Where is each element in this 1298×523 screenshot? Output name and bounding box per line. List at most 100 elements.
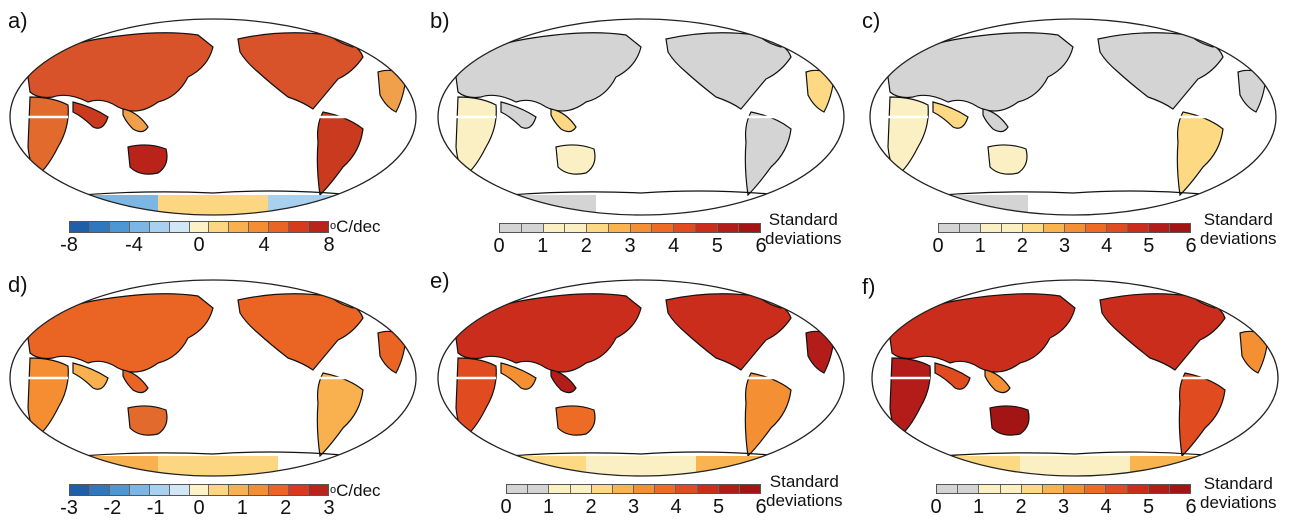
colorbar-segment (1086, 224, 1107, 232)
colorbar-ticks: 0 1 2 3 4 5 6 (500, 496, 766, 522)
colorbar-title: Standard deviations (1200, 474, 1277, 512)
panel-label: c) (862, 8, 881, 33)
colorbar-segment (695, 224, 718, 232)
colorbar-segment (608, 224, 631, 232)
landmass-australia (127, 405, 168, 436)
colorbar-segment (507, 485, 529, 493)
landmass-arabia-india (934, 362, 971, 390)
colorbar-tick-label: 0 (193, 234, 205, 256)
panel-b: b) 0 1 2 3 4 5 6 Standard deviations (430, 0, 860, 260)
colorbar-tick-label: 4 (1100, 496, 1112, 518)
panel-c: c) 0 1 2 3 4 5 6 Standard deviations (860, 0, 1298, 260)
landmass-south-america (316, 372, 364, 458)
colorbar-segment (149, 485, 170, 495)
colorbar-segment (1044, 224, 1065, 232)
colorbar-segment (1085, 485, 1107, 493)
colorbar-tick-label: -4 (125, 234, 143, 256)
colorbar-segment (739, 224, 760, 232)
colorbar-segment (591, 485, 613, 493)
colorbar-segment (718, 485, 740, 493)
colorbar-tick-label: 0 (932, 235, 944, 257)
colorbar-tick-label: 0 (930, 496, 942, 518)
landmass-south-america (1176, 111, 1224, 197)
colorbar (69, 484, 329, 496)
colorbar-tick-label: 6 (1185, 235, 1197, 257)
panel-label: f) (862, 274, 876, 299)
unit-label: oC/dec (330, 217, 381, 236)
colorbar-segment (549, 485, 571, 493)
landmass-arabia-india (72, 362, 109, 390)
panel-e: e) 0 1 2 3 4 5 6 Standard deviations (430, 262, 860, 521)
colorbar-segment (229, 222, 250, 232)
colorbar-segment (958, 485, 980, 493)
colorbar-tick-label: 3 (624, 235, 636, 257)
panel-label: d) (8, 272, 28, 297)
panel-label: e) (430, 268, 450, 293)
landmass-eurasia (887, 32, 1074, 112)
colorbar-segment (1021, 485, 1043, 493)
landmass-australia (989, 405, 1030, 436)
colorbar-segment (739, 485, 761, 493)
landmass-se-asia (122, 369, 149, 394)
panel-f: f) 0 1 2 3 4 5 6 Standard deviations (860, 262, 1298, 521)
world-map (9, 18, 417, 216)
colorbar-tick-label: 2 (280, 497, 292, 519)
colorbar-tick-label: 3 (627, 496, 640, 518)
landmass-eurasia (27, 32, 214, 112)
map-frame (9, 279, 417, 477)
colorbar-tick-label: -3 (60, 497, 78, 519)
colorbar-tick-label: 5 (711, 235, 723, 257)
colorbar-segment (149, 222, 170, 232)
colorbar (938, 223, 1191, 233)
colorbar-tick-label: 4 (668, 235, 680, 257)
panel-label: a) (8, 8, 28, 33)
colorbar-tick-label: 4 (258, 234, 270, 256)
landmass-arabia-india (932, 101, 969, 129)
landmass-south-america (744, 111, 792, 197)
colorbar-segment (249, 222, 270, 232)
colorbar-tick-label: 4 (1101, 235, 1113, 257)
landmass-eurasia (455, 32, 642, 112)
colorbar-ticks: -8 -4 0 4 8 (60, 234, 334, 260)
panel-d: d) -3 -2 -1 0 1 2 3 oC/dec (0, 262, 430, 521)
panel-label: b) (430, 8, 450, 33)
colorbar-tick-label: 6 (1185, 496, 1197, 518)
colorbar-segment (543, 224, 566, 232)
colorbar-segment (309, 222, 328, 232)
colorbar-segment (89, 485, 110, 495)
world-map (871, 279, 1279, 477)
colorbar-segment (70, 222, 90, 232)
landmass-eurasia (27, 293, 214, 373)
world-map (869, 18, 1277, 216)
colorbar-segment (939, 224, 960, 232)
colorbar-segment (717, 224, 740, 232)
colorbar-tick-label: 3 (1057, 496, 1070, 518)
landmass-se-asia (550, 108, 577, 133)
colorbar-segment (269, 222, 290, 232)
landmass-arabia-india (72, 101, 109, 129)
landmass-eurasia (455, 293, 642, 373)
landmass-se-asia (122, 108, 149, 133)
colorbar-segment (89, 222, 110, 232)
panel-a: a) -8 -4 0 4 8 oC/dec (0, 0, 430, 260)
colorbar-segment (209, 222, 230, 232)
colorbar-tick-label: 4 (670, 496, 682, 518)
colorbar-segment (565, 224, 587, 232)
colorbar-segment (129, 485, 150, 495)
colorbar-segment (1127, 485, 1149, 493)
colorbar-tick-label: 1 (236, 497, 248, 519)
colorbar-segment (269, 485, 290, 495)
colorbar-segment (1169, 485, 1191, 493)
colorbar-tick-label: 0 (500, 496, 512, 518)
colorbar-segment (209, 485, 230, 495)
colorbar-segment (1106, 485, 1128, 493)
colorbar (499, 223, 761, 233)
landmass-south-america (744, 372, 792, 458)
colorbar-tick-label: -1 (146, 497, 165, 519)
world-map (437, 18, 845, 216)
colorbar-tick-label: 3 (323, 497, 335, 519)
colorbar-segment (652, 224, 674, 232)
map-frame (869, 18, 1277, 216)
colorbar-tick-label: -8 (60, 234, 78, 256)
colorbar-segment (528, 485, 550, 493)
